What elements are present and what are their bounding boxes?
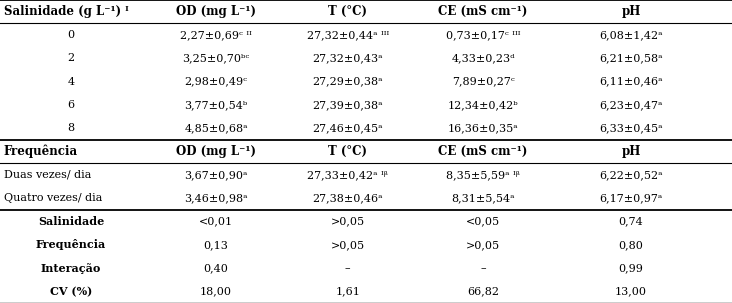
- Text: 13,00: 13,00: [615, 286, 647, 296]
- Text: 27,46±0,45ᵃ: 27,46±0,45ᵃ: [313, 123, 383, 133]
- Text: –: –: [345, 263, 351, 273]
- Text: 0,40: 0,40: [203, 263, 228, 273]
- Text: 12,34±0,42ᵇ: 12,34±0,42ᵇ: [448, 100, 518, 110]
- Text: pH: pH: [621, 145, 640, 158]
- Text: 0,99: 0,99: [619, 263, 643, 273]
- Text: <0,05: <0,05: [466, 216, 500, 226]
- Text: 18,00: 18,00: [200, 286, 232, 296]
- Text: 3,67±0,90ᵃ: 3,67±0,90ᵃ: [184, 170, 247, 180]
- Text: 2: 2: [67, 53, 75, 63]
- Text: 6,08±1,42ᵃ: 6,08±1,42ᵃ: [600, 30, 662, 40]
- Text: 2,98±0,49ᶜ: 2,98±0,49ᶜ: [184, 77, 247, 87]
- Text: Interação: Interação: [41, 262, 101, 274]
- Text: OD (mg L⁻¹): OD (mg L⁻¹): [176, 145, 256, 158]
- Text: 16,36±0,35ᵃ: 16,36±0,35ᵃ: [448, 123, 518, 133]
- Text: Duas vezes/ dia: Duas vezes/ dia: [4, 170, 91, 180]
- Text: T (°C): T (°C): [328, 145, 367, 158]
- Text: 8,35±5,59ᵃ ᴵᵝ: 8,35±5,59ᵃ ᴵᵝ: [447, 170, 520, 180]
- Text: 6,11±0,46ᵃ: 6,11±0,46ᵃ: [600, 77, 662, 87]
- Text: Frequência: Frequência: [4, 145, 78, 158]
- Text: 7,89±0,27ᶜ: 7,89±0,27ᶜ: [452, 77, 515, 87]
- Text: 0: 0: [67, 30, 75, 40]
- Text: T (°C): T (°C): [328, 5, 367, 18]
- Text: CV (%): CV (%): [50, 286, 92, 297]
- Text: 27,32±0,43ᵃ: 27,32±0,43ᵃ: [313, 53, 383, 63]
- Text: 0,13: 0,13: [203, 240, 228, 250]
- Text: 6,21±0,58ᵃ: 6,21±0,58ᵃ: [600, 53, 662, 63]
- Text: 2,27±0,69ᶜ ᴵᴵ: 2,27±0,69ᶜ ᴵᴵ: [180, 30, 252, 40]
- Text: 3,25±0,70ᵇᶜ: 3,25±0,70ᵇᶜ: [182, 53, 250, 63]
- Text: 3,77±0,54ᵇ: 3,77±0,54ᵇ: [184, 100, 247, 110]
- Text: 4: 4: [67, 77, 75, 87]
- Text: 4,85±0,68ᵃ: 4,85±0,68ᵃ: [184, 123, 247, 133]
- Text: 66,82: 66,82: [467, 286, 499, 296]
- Text: 27,38±0,46ᵃ: 27,38±0,46ᵃ: [313, 193, 383, 203]
- Text: >0,05: >0,05: [331, 240, 365, 250]
- Text: 3,46±0,98ᵃ: 3,46±0,98ᵃ: [184, 193, 247, 203]
- Text: >0,05: >0,05: [466, 240, 500, 250]
- Text: CE (mS cm⁻¹): CE (mS cm⁻¹): [438, 145, 528, 158]
- Text: 6,23±0,47ᵃ: 6,23±0,47ᵃ: [600, 100, 662, 110]
- Text: CE (mS cm⁻¹): CE (mS cm⁻¹): [438, 5, 528, 18]
- Text: 27,29±0,38ᵃ: 27,29±0,38ᵃ: [313, 77, 383, 87]
- Text: 6,17±0,97ᵃ: 6,17±0,97ᵃ: [600, 193, 662, 203]
- Text: OD (mg L⁻¹): OD (mg L⁻¹): [176, 5, 256, 18]
- Text: Salinidade: Salinidade: [38, 216, 104, 227]
- Text: >0,05: >0,05: [331, 216, 365, 226]
- Text: 6: 6: [67, 100, 75, 110]
- Text: 0,73±0,17ᶜ ᴵᴵᴵ: 0,73±0,17ᶜ ᴵᴵᴵ: [446, 30, 520, 40]
- Text: 27,32±0,44ᵃ ᴵᴵᴵ: 27,32±0,44ᵃ ᴵᴵᴵ: [307, 30, 389, 40]
- Text: Quatro vezes/ dia: Quatro vezes/ dia: [4, 193, 102, 203]
- Text: <0,01: <0,01: [199, 216, 233, 226]
- Text: –: –: [480, 263, 486, 273]
- Text: 0,80: 0,80: [619, 240, 643, 250]
- Text: 8: 8: [67, 123, 75, 133]
- Text: 6,33±0,45ᵃ: 6,33±0,45ᵃ: [600, 123, 662, 133]
- Text: 4,33±0,23ᵈ: 4,33±0,23ᵈ: [452, 53, 515, 63]
- Text: pH: pH: [621, 5, 640, 18]
- Text: Salinidade (g L⁻¹) ᴵ: Salinidade (g L⁻¹) ᴵ: [4, 5, 128, 18]
- Text: 1,61: 1,61: [335, 286, 360, 296]
- Text: 0,74: 0,74: [619, 216, 643, 226]
- Text: 6,22±0,52ᵃ: 6,22±0,52ᵃ: [600, 170, 662, 180]
- Text: 8,31±5,54ᵃ: 8,31±5,54ᵃ: [452, 193, 515, 203]
- Text: Frequência: Frequência: [36, 239, 106, 250]
- Text: 27,39±0,38ᵃ: 27,39±0,38ᵃ: [313, 100, 383, 110]
- Text: 27,33±0,42ᵃ ᴵᵝ: 27,33±0,42ᵃ ᴵᵝ: [307, 170, 388, 180]
